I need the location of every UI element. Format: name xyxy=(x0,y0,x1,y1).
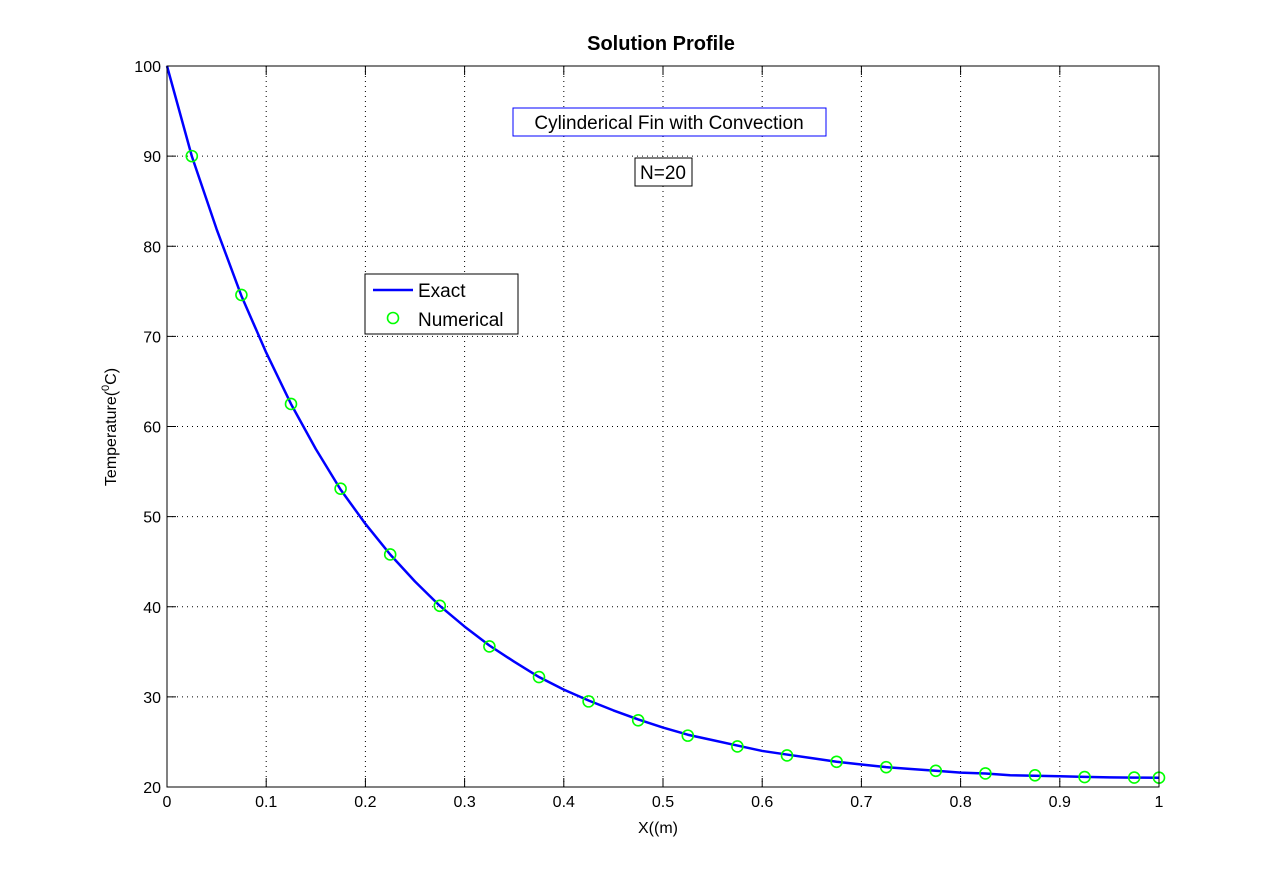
x-tick-label: 0.1 xyxy=(255,794,277,811)
numerical-point xyxy=(1127,771,1141,784)
numerical-point xyxy=(185,149,199,163)
y-axis-label-superscript: 0 xyxy=(100,385,112,391)
numerical-point xyxy=(631,714,645,727)
annotation-fin-title-box xyxy=(512,107,827,137)
numerical-point xyxy=(284,397,298,411)
y-axis-label-prefix: Temperature( xyxy=(103,390,120,486)
x-tick-label: 0.7 xyxy=(850,794,872,811)
annotation-n: N=20 xyxy=(634,157,693,187)
numerical-point xyxy=(979,767,992,780)
y-tick-labels: 20 30 40 50 60 70 80 90 100 xyxy=(134,59,161,797)
y-tick-label: 30 xyxy=(143,690,161,707)
numerical-point xyxy=(830,755,843,769)
y-axis-label: Temperature(0C) xyxy=(100,368,120,486)
numerical-point xyxy=(929,764,943,778)
legend-label-exact: Exact xyxy=(418,281,466,302)
numerical-point xyxy=(1078,770,1091,784)
annotation-fin-title: Cylinderical Fin with Convection xyxy=(512,107,827,137)
y-tick-label: 70 xyxy=(143,329,161,346)
annotation-n-text: N=20 xyxy=(640,163,686,184)
y-axis-label-suffix: C) xyxy=(103,368,120,385)
numerical-point xyxy=(780,749,794,762)
y-tick-label: 90 xyxy=(143,149,161,166)
numerical-point xyxy=(731,740,744,753)
numerical-point xyxy=(334,482,347,495)
y-tick-label: 100 xyxy=(134,59,161,76)
numerical-point xyxy=(483,640,496,653)
x-tick-label: 0.4 xyxy=(553,794,575,811)
x-tick-label: 1 xyxy=(1155,794,1164,811)
annotation-n-box xyxy=(634,157,693,187)
plot-frame xyxy=(166,65,1160,788)
numerical-point xyxy=(532,670,546,684)
numerical-point xyxy=(235,288,248,302)
legend-box xyxy=(364,273,519,335)
y-tick-label: 20 xyxy=(143,780,161,797)
legend-swatch-numerical xyxy=(386,311,400,325)
y-tick-label: 50 xyxy=(143,510,161,527)
x-axis-label: X((m) xyxy=(638,820,678,837)
x-tick-labels: 0 0.1 0.2 0.3 0.4 0.5 0.6 0.7 0.8 0.9 1 xyxy=(163,794,1164,811)
legend: Exact Numerical xyxy=(364,273,519,335)
chart-title: Solution Profile xyxy=(587,33,735,55)
axis-ticks xyxy=(166,65,1160,788)
series-line-exact xyxy=(165,65,1160,779)
y-tick-label: 60 xyxy=(143,420,161,437)
annotation-fin-title-text: Cylinderical Fin with Convection xyxy=(534,113,803,134)
numerical-point xyxy=(1028,768,1042,782)
y-tick-label: 80 xyxy=(143,239,161,256)
numerical-point xyxy=(433,599,447,613)
numerical-point xyxy=(879,760,893,774)
x-tick-label: 0.8 xyxy=(949,794,971,811)
x-tick-label: 0.9 xyxy=(1049,794,1071,811)
legend-label-numerical: Numerical xyxy=(418,310,504,331)
x-tick-label: 0.3 xyxy=(453,794,475,811)
numerical-point xyxy=(383,548,397,561)
x-tick-label: 0 xyxy=(163,794,172,811)
numerical-point xyxy=(681,729,695,742)
x-tick-label: 0.5 xyxy=(652,794,674,811)
x-tick-label: 0.2 xyxy=(354,794,376,811)
y-tick-label: 40 xyxy=(143,600,161,617)
x-tick-label: 0.6 xyxy=(751,794,773,811)
numerical-point xyxy=(582,695,595,708)
